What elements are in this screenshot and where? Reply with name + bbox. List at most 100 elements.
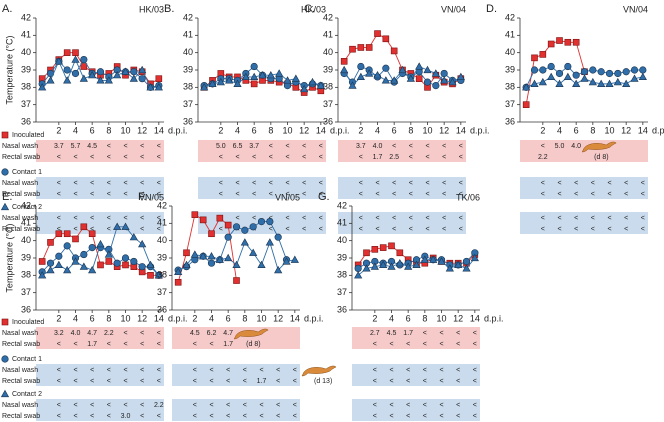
marker-circle [462,257,471,266]
table-cell: < [157,226,161,233]
table-cell: < [209,378,213,385]
table-cell: 1.7 [223,341,233,348]
marker-triangle [420,255,429,263]
x-axis-label: d.p.i. [168,313,188,323]
y-tick-label: 41 [21,30,31,40]
marker-square [522,101,530,108]
table-cell: < [226,367,230,374]
marker-circle [257,218,266,226]
x-tick-label: 8 [590,125,595,135]
table-cell: < [107,180,111,187]
x-tick-label: 14 [470,313,480,323]
table-cell: 2.5 [389,154,399,161]
x-tick-label: 12 [439,125,449,135]
table-cell: < [591,226,595,233]
marker-circle [46,259,55,267]
table-cell: < [140,367,144,374]
marker-triangle [46,76,55,84]
table-cell: < [157,143,161,150]
table-cell: < [243,378,247,385]
x-tick-label: 12 [621,125,631,135]
table-box [172,364,300,386]
y-tick-label: 36 [183,116,193,126]
marker-triangle [431,69,440,77]
marker-triangle [555,79,564,87]
marker-triangle [71,257,80,265]
table-cell: < [73,154,77,161]
marker-triangle [154,83,163,91]
marker-triangle [208,79,217,87]
table-cell: < [439,330,443,337]
marker-square [216,214,224,222]
marker-circle [224,233,232,241]
table-cell: < [359,215,363,222]
x-tick-label: 14 [154,313,164,323]
table-cell: < [57,341,61,348]
marker-triangle [207,252,216,260]
ferret-icon [233,328,269,340]
y-tick-label: 42 [337,200,347,210]
row-label: Rectal swab [2,154,40,161]
y-tick-label: 38 [157,270,167,280]
table-cell: < [90,226,94,233]
table-cell: < [456,413,460,420]
table-cell: < [319,215,323,222]
marker-square [63,49,71,56]
marker-triangle [121,222,130,230]
marker-circle [266,218,274,226]
table-cell: < [140,330,144,337]
x-tick-label: 8 [268,125,273,135]
marker-triangle [199,252,208,260]
marker-triangle [174,267,183,275]
marker-square [374,30,381,37]
legend-label: Contact 2 [12,204,42,211]
panel-letter: C. [304,3,315,15]
table-cell: < [557,180,561,187]
marker-square [572,38,580,46]
table-box [338,140,466,162]
x-tick-label: 10 [604,125,614,135]
table-cell: < [209,367,213,374]
table-cell: < [459,191,463,198]
x-tick-label: 14 [456,125,466,135]
table-cell: < [285,154,289,161]
table-cell: < [423,378,427,385]
table-cell: < [157,367,161,374]
marker-circle [130,68,138,76]
marker-triangle [282,257,291,265]
table-cell: < [456,330,460,337]
table-cell: < [73,341,77,348]
row-label: Rectal swab [2,341,40,348]
x-axis-label: d.p.i. [484,313,504,323]
y-tick-label: 41 [157,218,167,228]
table-cell: < [557,215,561,222]
panel-letter: B. [164,3,174,15]
table-cell: < [409,143,413,150]
y-tick-label: 39 [183,64,193,74]
table-cell: < [226,413,230,420]
table-cell: 4.5 [387,330,397,337]
marker-circle [138,75,146,83]
marker-triangle [200,83,209,91]
marker-square [1,318,9,326]
marker-triangle [54,260,63,269]
table-cell: < [193,341,197,348]
table-cell: < [624,191,628,198]
x-axis-label: d.p.i. [470,125,490,135]
table-cell: < [373,341,377,348]
marker-triangle [233,79,242,87]
table-cell: < [293,367,297,374]
table-cell: 4.0 [373,143,383,150]
table-box [198,177,326,199]
x-tick-label: 12 [299,125,309,135]
table-cell: < [293,413,297,420]
table-cell: < [285,191,289,198]
table-cell: < [439,378,443,385]
marker-circle [605,69,614,78]
panel-title: VN/05 [139,192,164,202]
table-cell: 2.2 [104,330,114,337]
ferret-icon [301,365,337,377]
row-label: Rectal swab [2,191,40,198]
table-cell: < [423,413,427,420]
y-tick-label: 40 [337,235,347,245]
